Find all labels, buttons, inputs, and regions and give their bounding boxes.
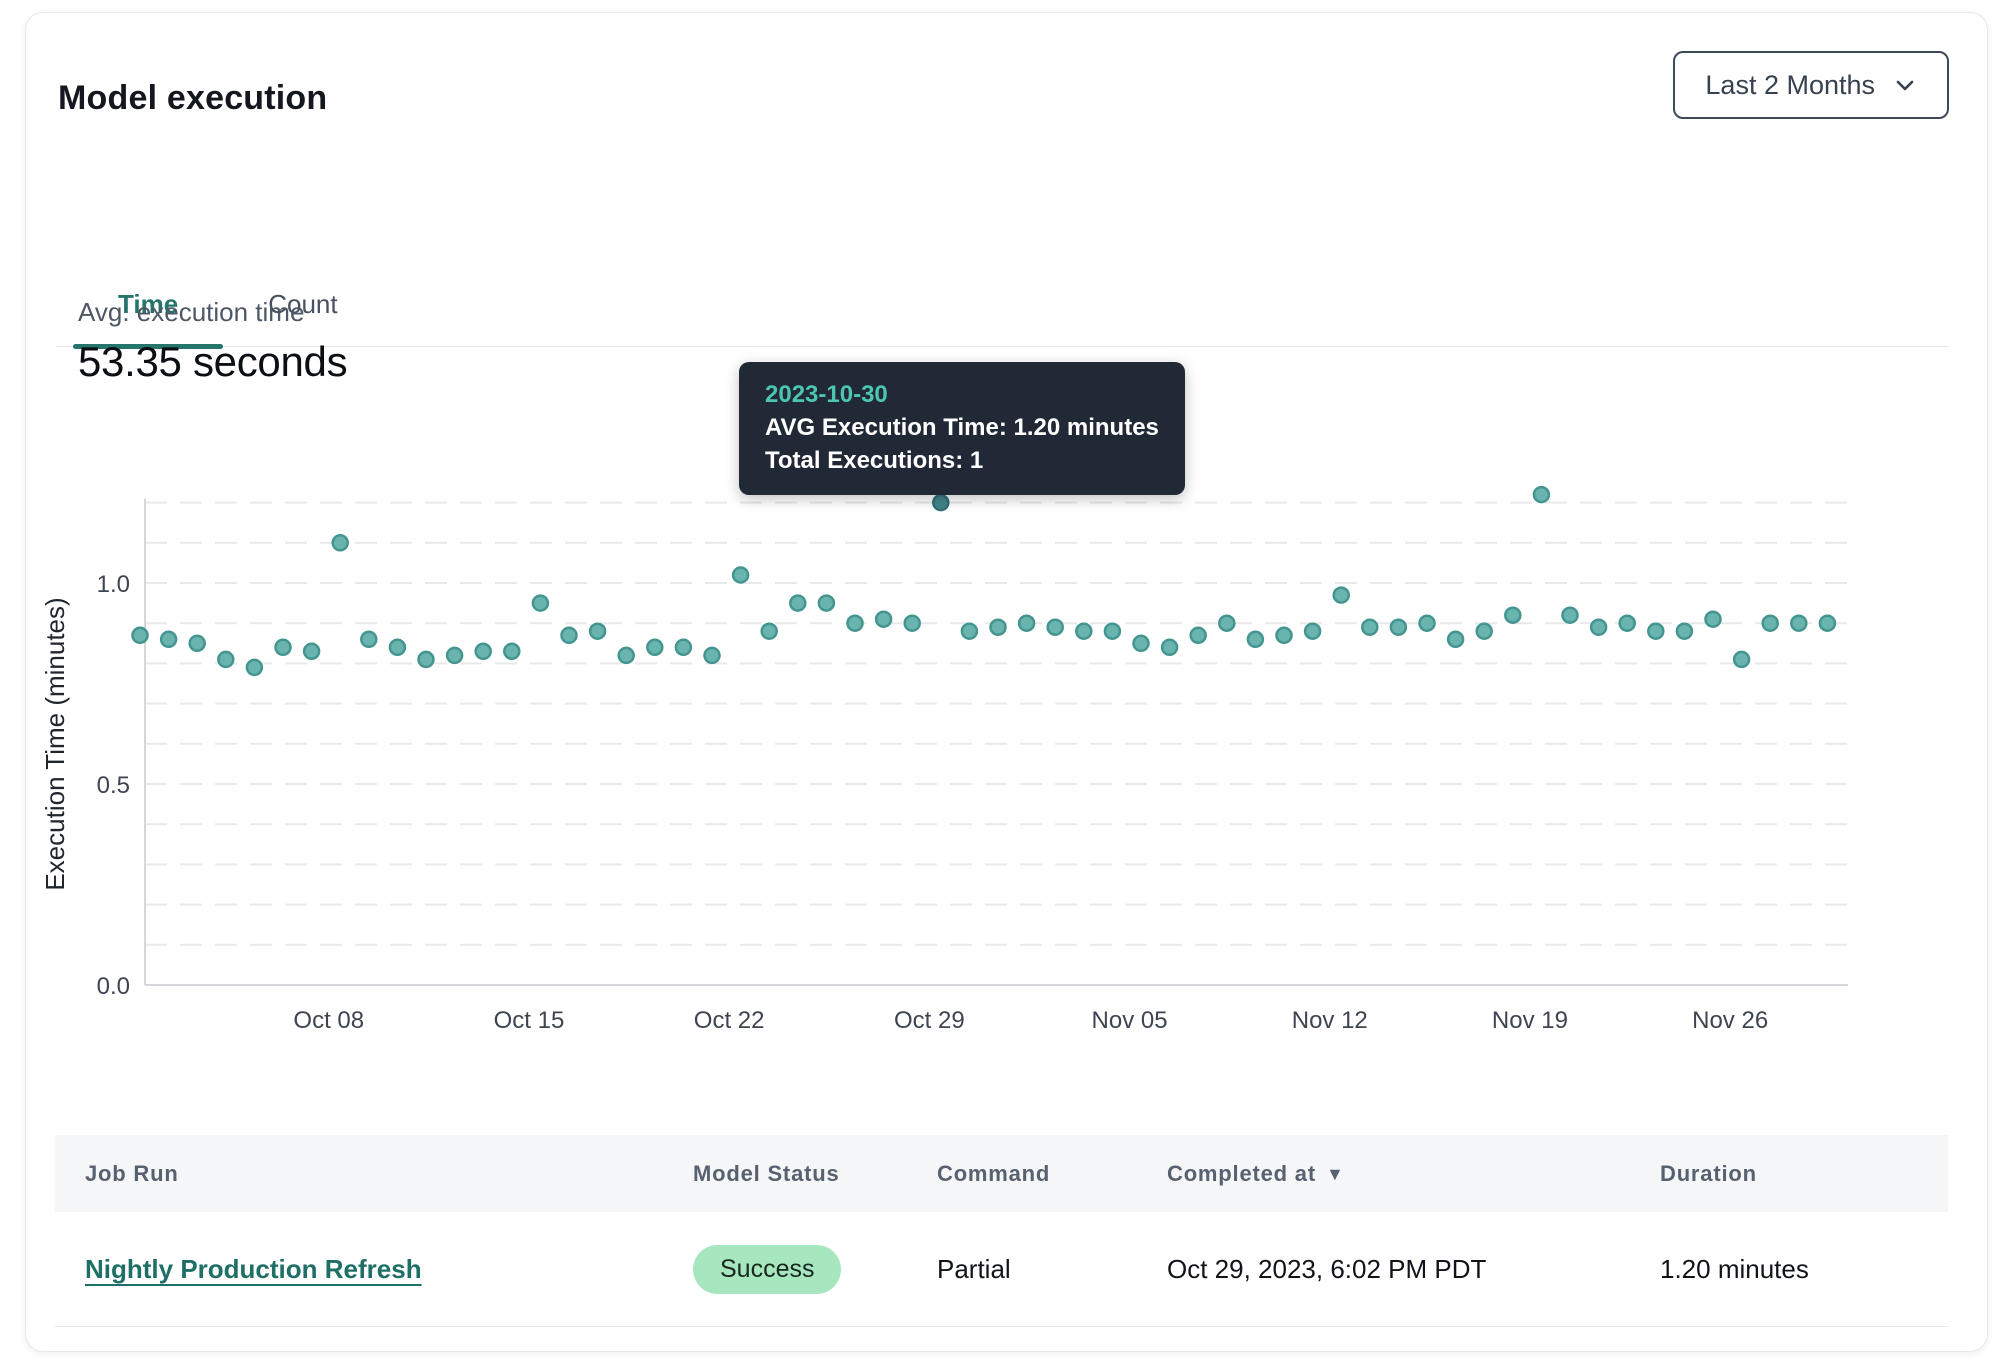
data-point[interactable] bbox=[1675, 622, 1694, 640]
data-point[interactable] bbox=[760, 622, 778, 640]
data-point[interactable] bbox=[989, 618, 1007, 636]
data-point[interactable] bbox=[1017, 614, 1036, 632]
avg-execution-stat: Avg. execution time 53.35 seconds bbox=[78, 297, 348, 386]
data-point[interactable] bbox=[217, 650, 235, 669]
data-point[interactable] bbox=[703, 646, 721, 665]
data-point[interactable] bbox=[1189, 626, 1207, 645]
column-header-job-run[interactable]: Job Run bbox=[85, 1160, 179, 1186]
cell-command: Partial bbox=[937, 1253, 1011, 1284]
data-point[interactable] bbox=[1446, 630, 1465, 649]
data-point[interactable] bbox=[560, 626, 578, 645]
data-point[interactable] bbox=[1361, 618, 1379, 636]
data-point[interactable] bbox=[388, 638, 407, 657]
cell-job-run: Nightly Production Refresh bbox=[85, 1212, 422, 1326]
data-point[interactable] bbox=[331, 534, 349, 552]
data-point[interactable] bbox=[1160, 638, 1179, 657]
data-point[interactable] bbox=[1475, 622, 1493, 640]
data-point[interactable] bbox=[617, 646, 635, 665]
data-point[interactable] bbox=[1818, 614, 1837, 632]
tab-count[interactable]: Count bbox=[268, 289, 338, 319]
data-point[interactable] bbox=[646, 638, 664, 657]
column-header-command[interactable]: Command bbox=[937, 1160, 1051, 1186]
data-point[interactable] bbox=[1246, 630, 1265, 649]
period-selector-label: Last 2 Months bbox=[1705, 69, 1875, 100]
data-point[interactable] bbox=[1561, 606, 1579, 624]
data-point[interactable] bbox=[274, 638, 292, 657]
data-point[interactable] bbox=[588, 622, 607, 640]
data-point[interactable] bbox=[846, 614, 864, 632]
data-point[interactable] bbox=[1504, 606, 1522, 624]
chart-tooltip: 2023-10-30 AVG Execution Time: 1.20 minu… bbox=[739, 362, 1185, 495]
data-point[interactable] bbox=[1103, 622, 1122, 640]
chevron-down-icon bbox=[1896, 80, 1914, 91]
data-point[interactable] bbox=[789, 594, 807, 612]
tooltip-avg-execution-time: AVG Execution Time: 1.20 minutes bbox=[765, 414, 1159, 441]
table-header: Job Run Model Status Command Completed a… bbox=[55, 1135, 1948, 1212]
data-point[interactable] bbox=[1589, 618, 1608, 636]
data-point[interactable] bbox=[1704, 610, 1722, 628]
data-point[interactable] bbox=[159, 630, 178, 649]
data-point[interactable] bbox=[1303, 622, 1322, 640]
avg-execution-value: 53.35 seconds bbox=[78, 338, 348, 385]
cell-completed-at: Oct 29, 2023, 6:02 PM PDT bbox=[1167, 1253, 1487, 1284]
data-point[interactable] bbox=[874, 610, 893, 628]
job-run-link[interactable]: Nightly Production Refresh bbox=[85, 1253, 422, 1284]
data-point[interactable] bbox=[1046, 618, 1064, 636]
sort-desc-icon: ▼ bbox=[1325, 1163, 1345, 1184]
tooltip-total-executions: Total Executions: 1 bbox=[765, 447, 984, 474]
data-point[interactable] bbox=[1732, 650, 1751, 669]
tooltip-date: 2023-10-30 bbox=[765, 381, 888, 408]
data-point[interactable] bbox=[531, 594, 550, 612]
data-point[interactable] bbox=[445, 646, 464, 665]
data-point[interactable] bbox=[1389, 618, 1408, 636]
data-point[interactable] bbox=[503, 642, 521, 661]
data-point-highlighted[interactable] bbox=[932, 493, 950, 512]
data-point[interactable] bbox=[1075, 622, 1093, 640]
data-point[interactable] bbox=[188, 634, 206, 653]
data-point[interactable] bbox=[1275, 626, 1293, 645]
column-header-duration[interactable]: Duration bbox=[1660, 1160, 1757, 1186]
data-point[interactable] bbox=[1761, 614, 1779, 632]
data-point[interactable] bbox=[360, 630, 378, 649]
column-header-model-status[interactable]: Model Status bbox=[693, 1160, 840, 1186]
data-point[interactable] bbox=[1790, 614, 1808, 632]
data-point[interactable] bbox=[731, 566, 750, 584]
avg-execution-label: Avg. execution time bbox=[78, 297, 305, 327]
data-point[interactable] bbox=[960, 622, 979, 640]
column-header-completed-at[interactable]: Completed at ▼ bbox=[1167, 1160, 1345, 1186]
data-point[interactable] bbox=[1532, 485, 1551, 504]
data-point[interactable] bbox=[1647, 622, 1665, 640]
data-point[interactable] bbox=[1618, 614, 1636, 632]
data-point[interactable] bbox=[674, 638, 693, 657]
data-point[interactable] bbox=[1332, 586, 1350, 604]
data-point[interactable] bbox=[245, 658, 264, 677]
data-point[interactable] bbox=[1132, 634, 1150, 653]
data-point[interactable] bbox=[1218, 614, 1236, 632]
status-badge: Success bbox=[693, 1244, 842, 1294]
data-point[interactable] bbox=[302, 642, 321, 661]
chart-tabs: Time Count bbox=[56, 273, 1949, 349]
data-point[interactable] bbox=[903, 614, 921, 632]
data-point[interactable] bbox=[131, 626, 149, 645]
data-point[interactable] bbox=[474, 642, 492, 661]
table-row: Nightly Production Refresh Success Parti… bbox=[55, 1212, 1948, 1327]
cell-duration: 1.20 minutes bbox=[1660, 1253, 1809, 1284]
model-execution-card: Model execution Last 2 Months Time Count… bbox=[25, 12, 1988, 1352]
tab-time[interactable]: Time bbox=[73, 273, 224, 349]
data-point[interactable] bbox=[417, 650, 435, 669]
cell-model-status: Success bbox=[693, 1212, 842, 1326]
data-point[interactable] bbox=[817, 594, 836, 612]
page-title: Model execution bbox=[58, 79, 328, 117]
period-selector-dropdown[interactable]: Last 2 Months bbox=[1673, 51, 1949, 119]
data-point[interactable] bbox=[1418, 614, 1436, 632]
